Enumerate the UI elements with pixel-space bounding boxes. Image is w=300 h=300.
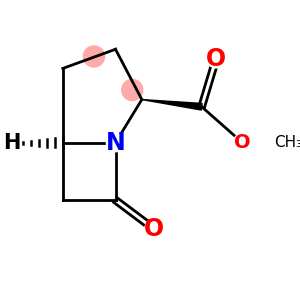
Text: CH₃: CH₃: [274, 135, 300, 150]
Text: H: H: [3, 133, 20, 153]
Circle shape: [207, 50, 225, 68]
Circle shape: [83, 46, 104, 67]
Polygon shape: [142, 100, 202, 110]
Text: O: O: [234, 133, 251, 152]
Text: N: N: [106, 131, 125, 155]
Circle shape: [145, 220, 163, 238]
Text: O: O: [144, 217, 164, 241]
Circle shape: [106, 134, 124, 152]
Circle shape: [122, 80, 143, 100]
Text: O: O: [206, 47, 226, 71]
Circle shape: [233, 134, 251, 152]
